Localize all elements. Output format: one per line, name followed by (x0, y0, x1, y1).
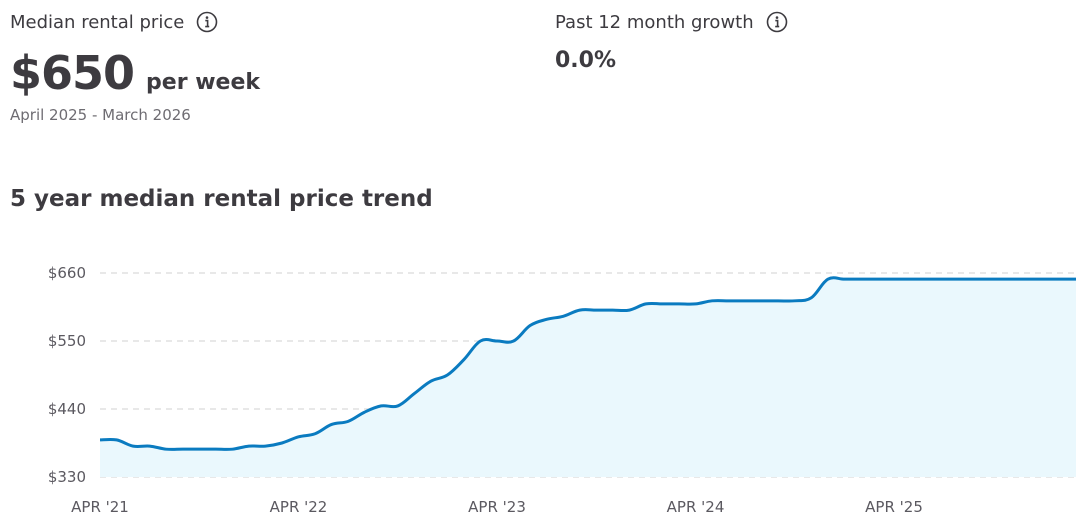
area-fill (100, 277, 1076, 477)
info-circle-icon[interactable] (196, 11, 218, 33)
median-price-row: $650 per week (10, 46, 260, 100)
date-range: April 2025 - March 2026 (10, 106, 191, 124)
x-tick-label: APR '24 (667, 498, 725, 516)
y-tick-label: $330 (48, 468, 86, 486)
y-tick-label: $550 (48, 332, 86, 350)
y-axis-ticks: $330 $440 $550 $660 (48, 264, 86, 486)
section-title: 5 year median rental price trend (10, 186, 433, 212)
median-price-label-row: Median rental price (10, 0, 260, 44)
y-tick-label: $660 (48, 264, 86, 282)
x-axis-ticks: APR '21 APR '22 APR '23 APR '24 APR '25 (71, 498, 923, 516)
trend-line (99, 276, 1076, 451)
median-price-label: Median rental price (10, 11, 185, 33)
rental-trend-chart: $330$440$550$660 APR '21 APR '22 APR '23 AP… (48, 264, 1076, 516)
median-price-unit: per week (146, 70, 261, 95)
growth-label-row: Past 12 month growth (555, 0, 788, 44)
x-tick-label: APR '25 (865, 498, 923, 516)
x-tick-label: APR '23 (468, 498, 526, 516)
growth-label: Past 12 month growth (555, 11, 754, 33)
median-price-panel: Median rental price $650 per week April … (10, 0, 260, 125)
growth-panel: Past 12 month growth 0.0% (555, 0, 788, 73)
info-circle-icon[interactable] (766, 11, 788, 33)
growth-value: 0.0% (555, 48, 617, 73)
x-tick-label: APR '21 (71, 498, 129, 516)
y-tick-label: $440 (48, 400, 86, 418)
median-price-value: $650 (10, 46, 135, 100)
x-tick-label: APR '22 (270, 498, 328, 516)
